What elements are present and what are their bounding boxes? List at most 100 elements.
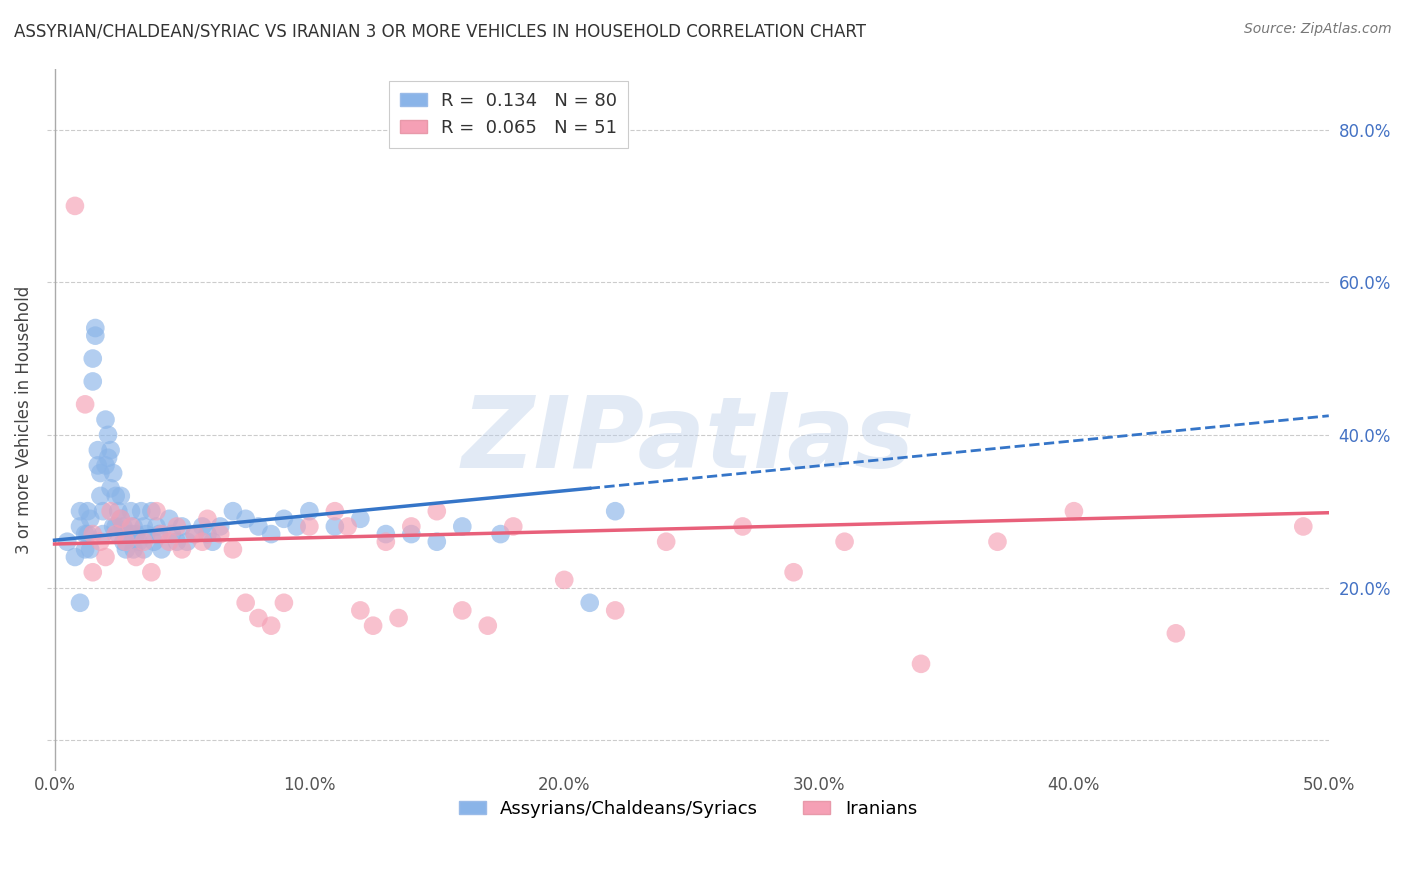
Point	[451, 519, 474, 533]
Point	[197, 512, 219, 526]
Point	[89, 466, 111, 480]
Point	[97, 428, 120, 442]
Point	[782, 566, 804, 580]
Point	[87, 443, 110, 458]
Point	[120, 527, 142, 541]
Point	[298, 519, 321, 533]
Point	[115, 527, 138, 541]
Point	[76, 504, 98, 518]
Point	[605, 603, 627, 617]
Point	[125, 527, 148, 541]
Point	[361, 618, 384, 632]
Point	[79, 542, 101, 557]
Point	[132, 534, 155, 549]
Point	[222, 542, 245, 557]
Point	[69, 596, 91, 610]
Point	[100, 504, 122, 518]
Point	[197, 527, 219, 541]
Point	[141, 504, 163, 518]
Point	[91, 527, 114, 541]
Point	[100, 481, 122, 495]
Point	[87, 458, 110, 473]
Point	[76, 527, 98, 541]
Point	[401, 527, 423, 541]
Point	[166, 519, 188, 533]
Point	[63, 199, 86, 213]
Point	[84, 321, 107, 335]
Point	[104, 489, 127, 503]
Point	[336, 519, 359, 533]
Point	[101, 466, 124, 480]
Point	[655, 534, 678, 549]
Point	[84, 328, 107, 343]
Point	[132, 542, 155, 557]
Point	[115, 542, 138, 557]
Point	[110, 489, 132, 503]
Point	[502, 519, 524, 533]
Point	[489, 527, 512, 541]
Point	[451, 603, 474, 617]
Point	[107, 504, 129, 518]
Point	[145, 519, 167, 533]
Point	[145, 504, 167, 518]
Point	[69, 504, 91, 518]
Point	[273, 596, 295, 610]
Point	[135, 527, 157, 541]
Point	[834, 534, 856, 549]
Point	[56, 534, 79, 549]
Point	[104, 519, 127, 533]
Point	[128, 534, 150, 549]
Point	[75, 527, 97, 541]
Point	[150, 542, 173, 557]
Point	[247, 519, 270, 533]
Point	[94, 458, 117, 473]
Point	[426, 504, 449, 518]
Point	[100, 443, 122, 458]
Point	[82, 527, 104, 541]
Point	[166, 534, 188, 549]
Point	[323, 519, 346, 533]
Point	[82, 375, 104, 389]
Point	[298, 504, 321, 518]
Point	[176, 534, 198, 549]
Text: Source: ZipAtlas.com: Source: ZipAtlas.com	[1244, 22, 1392, 37]
Y-axis label: 3 or more Vehicles in Household: 3 or more Vehicles in Household	[15, 285, 32, 554]
Point	[125, 549, 148, 564]
Point	[273, 512, 295, 526]
Text: ZIPatlas: ZIPatlas	[461, 392, 914, 489]
Point	[69, 519, 91, 533]
Point	[235, 596, 257, 610]
Point	[120, 504, 142, 518]
Point	[1164, 626, 1187, 640]
Point	[94, 549, 117, 564]
Point	[191, 519, 214, 533]
Point	[374, 527, 396, 541]
Point	[91, 504, 114, 518]
Point	[132, 519, 155, 533]
Point	[477, 618, 499, 632]
Point	[115, 534, 138, 549]
Point	[141, 566, 163, 580]
Point	[97, 450, 120, 465]
Point	[122, 519, 145, 533]
Point	[170, 519, 193, 533]
Point	[910, 657, 932, 671]
Point	[89, 489, 111, 503]
Point	[605, 504, 627, 518]
Point	[148, 527, 170, 541]
Point	[578, 596, 600, 610]
Point	[323, 504, 346, 518]
Point	[247, 611, 270, 625]
Point	[209, 527, 232, 541]
Point	[170, 542, 193, 557]
Point	[157, 512, 180, 526]
Point	[349, 603, 371, 617]
Point	[1292, 519, 1315, 533]
Point	[285, 519, 308, 533]
Point	[731, 519, 754, 533]
Point	[89, 534, 111, 549]
Point	[75, 397, 97, 411]
Point	[122, 542, 145, 557]
Point	[157, 534, 180, 549]
Point	[426, 534, 449, 549]
